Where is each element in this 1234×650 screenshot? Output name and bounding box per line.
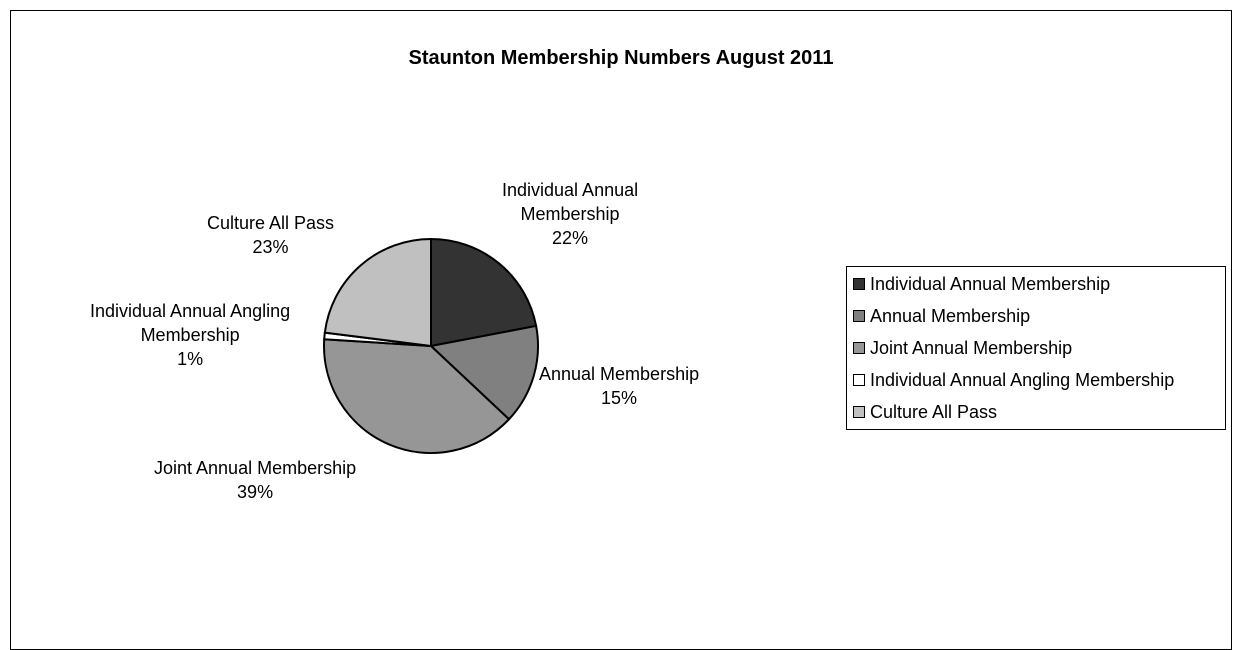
data-label-text: Membership xyxy=(520,204,620,224)
data-label-percent: 23% xyxy=(252,237,289,257)
legend-item: Joint Annual Membership xyxy=(853,335,1072,361)
data-label-percent: 39% xyxy=(237,482,274,502)
data-label-annual-membership: Annual Membership 15% xyxy=(539,362,699,410)
data-label-text: Individual Annual xyxy=(502,180,639,200)
pie-chart xyxy=(323,237,539,454)
legend: Individual Annual Membership Annual Memb… xyxy=(846,266,1226,430)
data-label-text: Joint Annual Membership xyxy=(154,458,357,478)
data-label-percent: 15% xyxy=(601,388,638,408)
data-label-percent: 1% xyxy=(177,349,204,369)
legend-item: Annual Membership xyxy=(853,303,1030,329)
data-label-text: Annual Membership xyxy=(539,364,700,384)
legend-swatch xyxy=(853,374,865,386)
data-label-percent: 22% xyxy=(552,228,589,248)
chart-title: Staunton Membership Numbers August 2011 xyxy=(408,47,834,69)
data-label-text: Culture All Pass xyxy=(207,213,335,233)
legend-swatch xyxy=(853,406,865,418)
legend-item: Culture All Pass xyxy=(853,399,997,425)
legend-item: Individual Annual Membership xyxy=(853,271,1110,297)
data-label-joint-annual-membership: Joint Annual Membership 39% xyxy=(154,456,356,504)
pie-slice-joint-annual-membership xyxy=(323,338,511,454)
legend-label: Joint Annual Membership xyxy=(870,337,1073,358)
legend-label: Individual Annual Membership xyxy=(870,273,1111,294)
legend-label: Annual Membership xyxy=(870,305,1031,326)
pie-slice-annual-membership xyxy=(428,324,539,421)
pie-slice-individual-annual-membership xyxy=(430,237,538,348)
legend-swatch xyxy=(853,310,865,322)
pie-slice-culture-all-pass xyxy=(323,237,432,348)
legend-label: Culture All Pass xyxy=(870,401,998,422)
data-label-text: Membership xyxy=(140,325,240,345)
legend-label: Individual Annual Angling Membership xyxy=(870,369,1175,390)
legend-swatch xyxy=(853,342,865,354)
data-label-individual-annual-angling-membership: Individual Annual Angling Membership 1% xyxy=(90,299,290,371)
data-label-text: Individual Annual Angling xyxy=(90,301,291,321)
data-label-culture-all-pass: Culture All Pass 23% xyxy=(207,211,334,259)
legend-swatch xyxy=(853,278,865,290)
data-label-individual-annual-membership: Individual Annual Membership 22% xyxy=(502,178,638,250)
legend-item: Individual Annual Angling Membership xyxy=(853,367,1174,393)
